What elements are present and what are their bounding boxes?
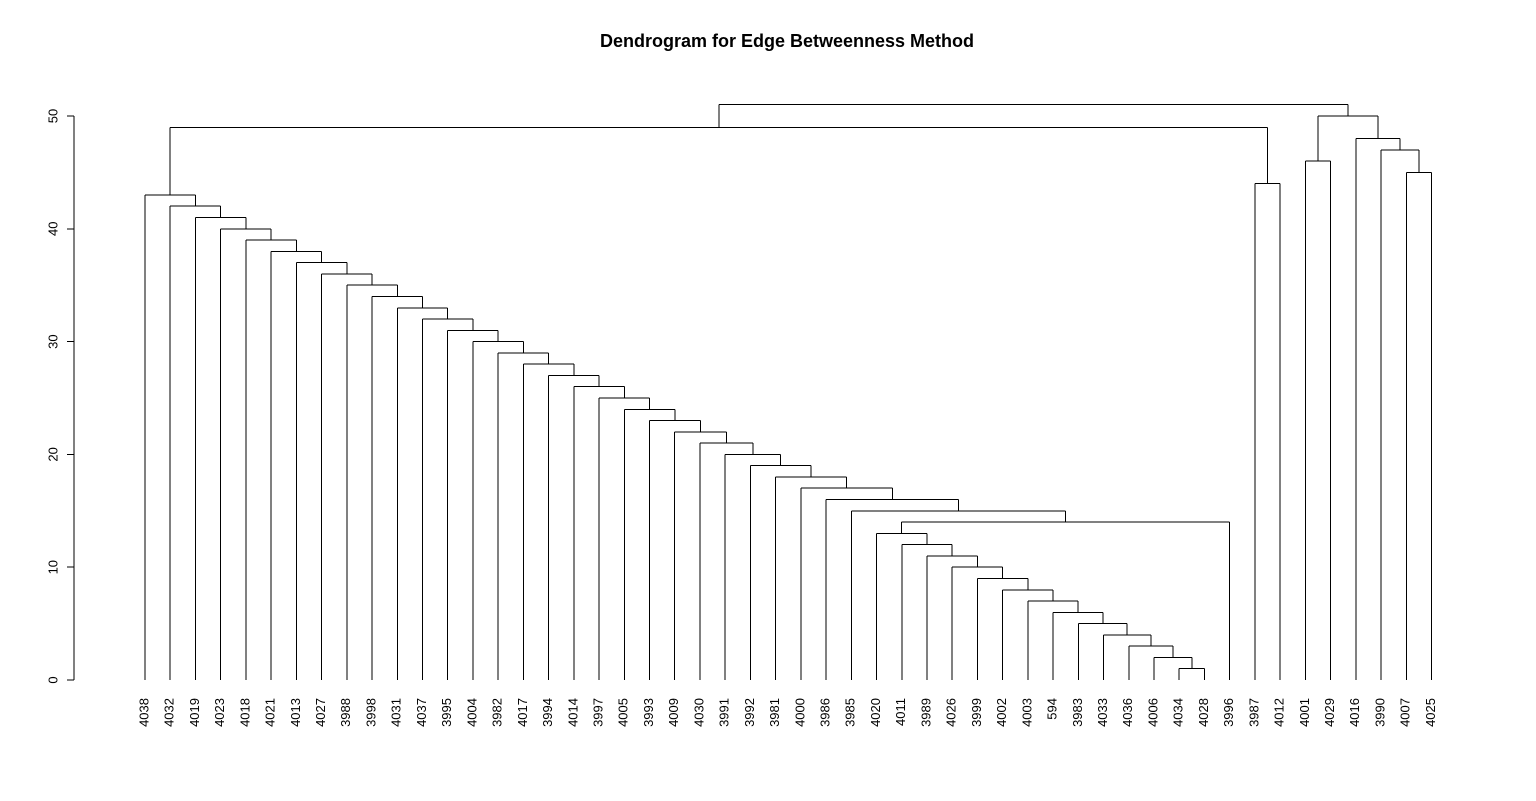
leaf-label: 4019 [187, 698, 202, 727]
leaf-label: 4026 [944, 698, 959, 727]
leaf-label: 4020 [868, 698, 883, 727]
leaf-label: 3985 [843, 698, 858, 727]
leaf-label: 3986 [818, 698, 833, 727]
leaf-label: 4029 [1322, 698, 1337, 727]
leaf-label: 4014 [565, 698, 580, 727]
leaf-label: 4007 [1398, 698, 1413, 727]
leaf-label: 4038 [136, 698, 151, 727]
leaf-label: 4009 [666, 698, 681, 727]
leaf-label: 4027 [313, 698, 328, 727]
leaf-label: 3983 [1070, 698, 1085, 727]
y-tick-label: 40 [45, 222, 60, 236]
leaf-label: 4003 [1019, 698, 1034, 727]
leaf-label: 3989 [918, 698, 933, 727]
leaf-label: 3994 [540, 698, 555, 727]
leaf-label: 3996 [1221, 698, 1236, 727]
leaf-label: 4023 [212, 698, 227, 727]
leaf-label: 3990 [1372, 698, 1387, 727]
leaf-label: 4017 [515, 698, 530, 727]
leaf-label: 3987 [1246, 698, 1261, 727]
leaf-label: 4025 [1423, 698, 1438, 727]
leaf-label: 4011 [893, 698, 908, 726]
leaf-label: 3997 [590, 698, 605, 727]
leaf-label: 4018 [237, 698, 252, 727]
leaf-label: 4030 [691, 698, 706, 727]
y-axis: 0 10 20 30 40 50 [45, 109, 75, 684]
leaf-label: 3991 [717, 698, 732, 727]
leaf-label: 4013 [288, 698, 303, 727]
y-tick-label: 50 [45, 109, 60, 123]
leaf-label: 3981 [767, 698, 782, 727]
leaf-label: 4000 [792, 698, 807, 727]
leaf-label: 3998 [363, 698, 378, 727]
leaf-label: 4037 [414, 698, 429, 727]
leaf-label: 4001 [1297, 698, 1312, 727]
leaf-label: 4012 [1272, 698, 1287, 727]
leaf-label: 4021 [263, 698, 278, 727]
leaf-label: 4006 [1145, 698, 1160, 727]
leaf-label: 3999 [969, 698, 984, 727]
leaf-label: 3993 [641, 698, 656, 727]
leaf-labels: 4038 4032 4019 4023 4018 4021 4013 4027 3988 3998… [136, 698, 1437, 727]
leaf-label: 4031 [389, 698, 404, 727]
leaf-label: 594 [1045, 698, 1060, 720]
leaf-label: 4004 [464, 698, 479, 727]
leaf-label: 3982 [490, 698, 505, 727]
y-tick-label: 20 [45, 447, 60, 461]
leaf-label: 3992 [742, 698, 757, 727]
leaf-label: 4028 [1196, 698, 1211, 727]
leaf-label: 4005 [616, 698, 631, 727]
y-tick-label: 30 [45, 334, 60, 348]
leaf-label: 4036 [1120, 698, 1135, 727]
leaf-label: 4032 [162, 698, 177, 727]
dendrogram-tree [144, 104, 1432, 680]
leaf-label: 4033 [1095, 698, 1110, 727]
y-tick-label: 10 [45, 560, 60, 574]
chart-title: Dendrogram for Edge Betweenness Method [600, 31, 974, 51]
leaf-label: 3995 [439, 698, 454, 727]
y-tick-label: 0 [45, 676, 60, 683]
leaf-label: 4002 [994, 698, 1009, 727]
leaf-label: 4016 [1347, 698, 1362, 727]
leaf-label: 3988 [338, 698, 353, 727]
leaf-label: 4034 [1171, 698, 1186, 727]
